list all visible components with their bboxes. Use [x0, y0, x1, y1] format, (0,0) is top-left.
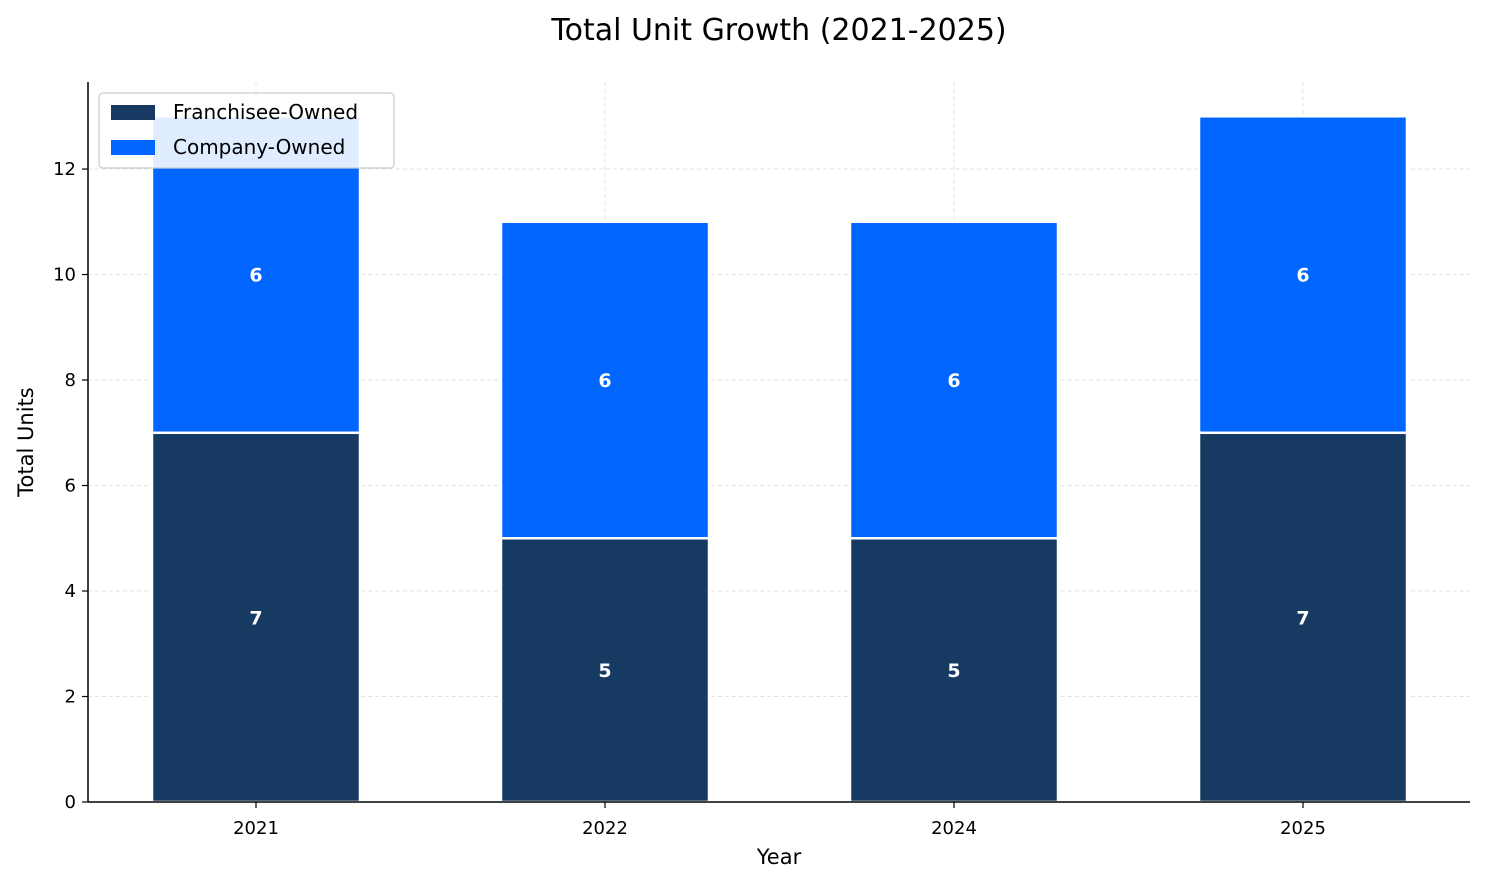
y-tick-label: 2 — [65, 687, 76, 708]
bar-company-owned-2024 — [848, 220, 1060, 540]
bar-value-label: 5 — [598, 660, 611, 682]
axes-group: 0 2 4 6 8 10 12 2021 2022 2024 2025 — [53, 82, 1470, 839]
bar-value-label: 6 — [598, 370, 611, 392]
legend-frame — [98, 92, 395, 169]
bar-value-label: 7 — [249, 607, 262, 629]
x-axis-label: Year — [756, 845, 802, 869]
legend-entry-label: Company-Owned — [173, 135, 345, 159]
y-tick-label: 10 — [53, 265, 76, 286]
y-tick-label: 6 — [65, 476, 76, 497]
legend: Franchisee-Owned Company-Owned — [98, 92, 395, 169]
legend-swatch — [111, 105, 155, 120]
bar-franchisee-owned-2025 — [1197, 431, 1409, 804]
y-tick-label: 0 — [65, 792, 76, 813]
bar-company-owned-2025 — [1197, 115, 1409, 435]
y-tick-label: 12 — [53, 159, 76, 180]
bar-value-label: 6 — [1296, 265, 1309, 287]
x-tick-label: 2022 — [582, 818, 628, 839]
bars-group: 7 6 5 6 5 6 7 6 — [150, 115, 1409, 804]
bar-value-label: 5 — [947, 660, 960, 682]
bar-company-owned-2022 — [499, 220, 711, 540]
legend-entry-label: Franchisee-Owned — [173, 100, 358, 124]
x-tick-label: 2021 — [233, 818, 279, 839]
bar-company-owned-2021 — [150, 115, 362, 435]
bar-value-label: 6 — [947, 370, 960, 392]
bar-value-label: 7 — [1296, 607, 1309, 629]
bar-value-label: 6 — [249, 265, 262, 287]
legend-swatch — [111, 140, 155, 155]
y-axis-label: Total Units — [14, 387, 38, 497]
y-tick-label: 8 — [65, 370, 76, 391]
bar-franchisee-owned-2021 — [150, 431, 362, 804]
y-tick-label: 4 — [65, 581, 76, 602]
x-tick-label: 2025 — [1280, 818, 1326, 839]
chart-title: Total Unit Growth (2021-2025) — [550, 13, 1006, 48]
x-tick-label: 2024 — [931, 818, 977, 839]
